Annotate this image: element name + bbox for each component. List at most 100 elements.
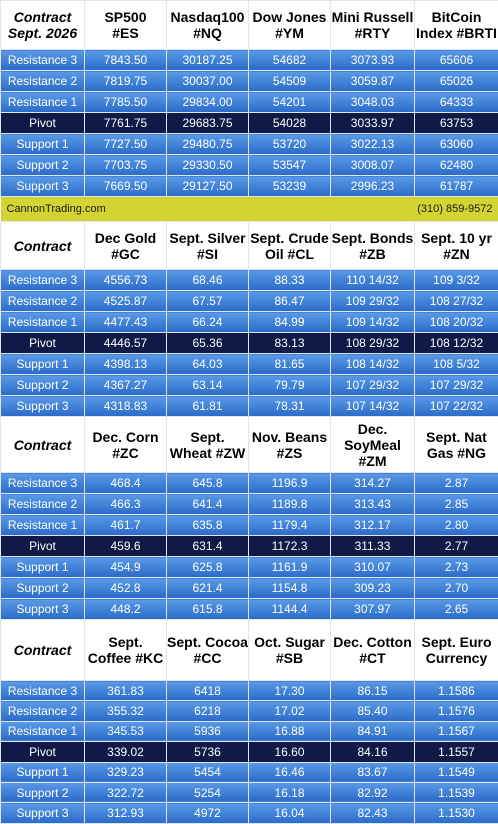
level-value: 1.1549 xyxy=(415,762,498,782)
header-cell: SP500 #ES xyxy=(85,1,167,50)
level-value: 107 22/32 xyxy=(415,396,498,417)
level-value: 4556.73 xyxy=(85,270,167,291)
level-value: 2.73 xyxy=(415,557,498,578)
level-label: Resistance 1 xyxy=(1,312,85,333)
level-value: 355.32 xyxy=(85,701,167,721)
level-value: 110 14/32 xyxy=(331,270,415,291)
level-label: Support 1 xyxy=(1,134,85,155)
level-value: 108 12/32 xyxy=(415,333,498,354)
header-cell: Sept. Coffee #KC xyxy=(85,620,167,681)
level-value: 1.1530 xyxy=(415,803,498,823)
level-label: Support 1 xyxy=(1,354,85,375)
level-label: Resistance 1 xyxy=(1,92,85,113)
level-value: 2.85 xyxy=(415,494,498,515)
level-label: Support 3 xyxy=(1,803,85,823)
level-label: Resistance 2 xyxy=(1,701,85,721)
level-value: 81.65 xyxy=(249,354,331,375)
header-cell: BitCoin Index #BRTI xyxy=(415,1,498,50)
level-value: 2.77 xyxy=(415,536,498,557)
level-value: 1.1576 xyxy=(415,701,498,721)
level-value: 61787 xyxy=(415,176,498,197)
level-value: 1172.3 xyxy=(249,536,331,557)
header-cell: Contract xyxy=(1,620,85,681)
header-cell: Mini Russell #RTY xyxy=(331,1,415,50)
level-value: 88.33 xyxy=(249,270,331,291)
level-value: 1196.9 xyxy=(249,473,331,494)
level-label: Support 1 xyxy=(1,762,85,782)
header-cell: Contract Sept. 2026 xyxy=(1,1,85,50)
level-value: 2.80 xyxy=(415,515,498,536)
level-value: 16.60 xyxy=(249,742,331,762)
level-value: 1.1539 xyxy=(415,782,498,802)
level-value: 108 20/32 xyxy=(415,312,498,333)
level-value: 4446.57 xyxy=(85,333,167,354)
level-value: 65.36 xyxy=(167,333,249,354)
level-value: 17.02 xyxy=(249,701,331,721)
level-value: 30187.25 xyxy=(167,50,249,71)
level-value: 29480.75 xyxy=(167,134,249,155)
level-label: Resistance 2 xyxy=(1,494,85,515)
level-value: 312.93 xyxy=(85,803,167,823)
level-value: 63.14 xyxy=(167,375,249,396)
level-value: 7761.75 xyxy=(85,113,167,134)
level-value: 29330.50 xyxy=(167,155,249,176)
level-value: 64333 xyxy=(415,92,498,113)
header-cell: Nasdaq100 #NQ xyxy=(167,1,249,50)
level-value: 452.8 xyxy=(85,578,167,599)
level-value: 310.07 xyxy=(331,557,415,578)
level-label: Resistance 3 xyxy=(1,50,85,71)
level-value: 85.40 xyxy=(331,701,415,721)
level-label: Support 3 xyxy=(1,396,85,417)
level-value: 79.79 xyxy=(249,375,331,396)
level-label: Pivot xyxy=(1,742,85,762)
level-value: 461.7 xyxy=(85,515,167,536)
level-value: 5736 xyxy=(167,742,249,762)
header-cell: Dec. Corn #ZC xyxy=(85,417,167,473)
level-value: 29834.00 xyxy=(167,92,249,113)
header-cell: Sept. 10 yr #ZN xyxy=(415,222,498,270)
level-value: 16.46 xyxy=(249,762,331,782)
level-value: 1179.4 xyxy=(249,515,331,536)
level-value: 6218 xyxy=(167,701,249,721)
level-value: 5454 xyxy=(167,762,249,782)
banner-site: CannonTrading.com xyxy=(1,197,249,222)
level-value: 5936 xyxy=(167,721,249,741)
level-value: 63060 xyxy=(415,134,498,155)
level-value: 621.4 xyxy=(167,578,249,599)
level-label: Resistance 3 xyxy=(1,270,85,291)
level-label: Resistance 1 xyxy=(1,515,85,536)
level-value: 7843.50 xyxy=(85,50,167,71)
level-value: 3033.97 xyxy=(331,113,415,134)
level-value: 1161.9 xyxy=(249,557,331,578)
level-value: 7703.75 xyxy=(85,155,167,176)
header-cell: Sept. Bonds #ZB xyxy=(331,222,415,270)
level-value: 53547 xyxy=(249,155,331,176)
level-value: 78.31 xyxy=(249,396,331,417)
level-value: 3073.93 xyxy=(331,50,415,71)
level-value: 53239 xyxy=(249,176,331,197)
header-cell: Dow Jones #YM xyxy=(249,1,331,50)
level-value: 54682 xyxy=(249,50,331,71)
level-label: Support 2 xyxy=(1,782,85,802)
header-cell: Sept. Silver #SI xyxy=(167,222,249,270)
level-value: 4398.13 xyxy=(85,354,167,375)
banner-row: CannonTrading.com(310) 859-9572 xyxy=(1,197,498,222)
